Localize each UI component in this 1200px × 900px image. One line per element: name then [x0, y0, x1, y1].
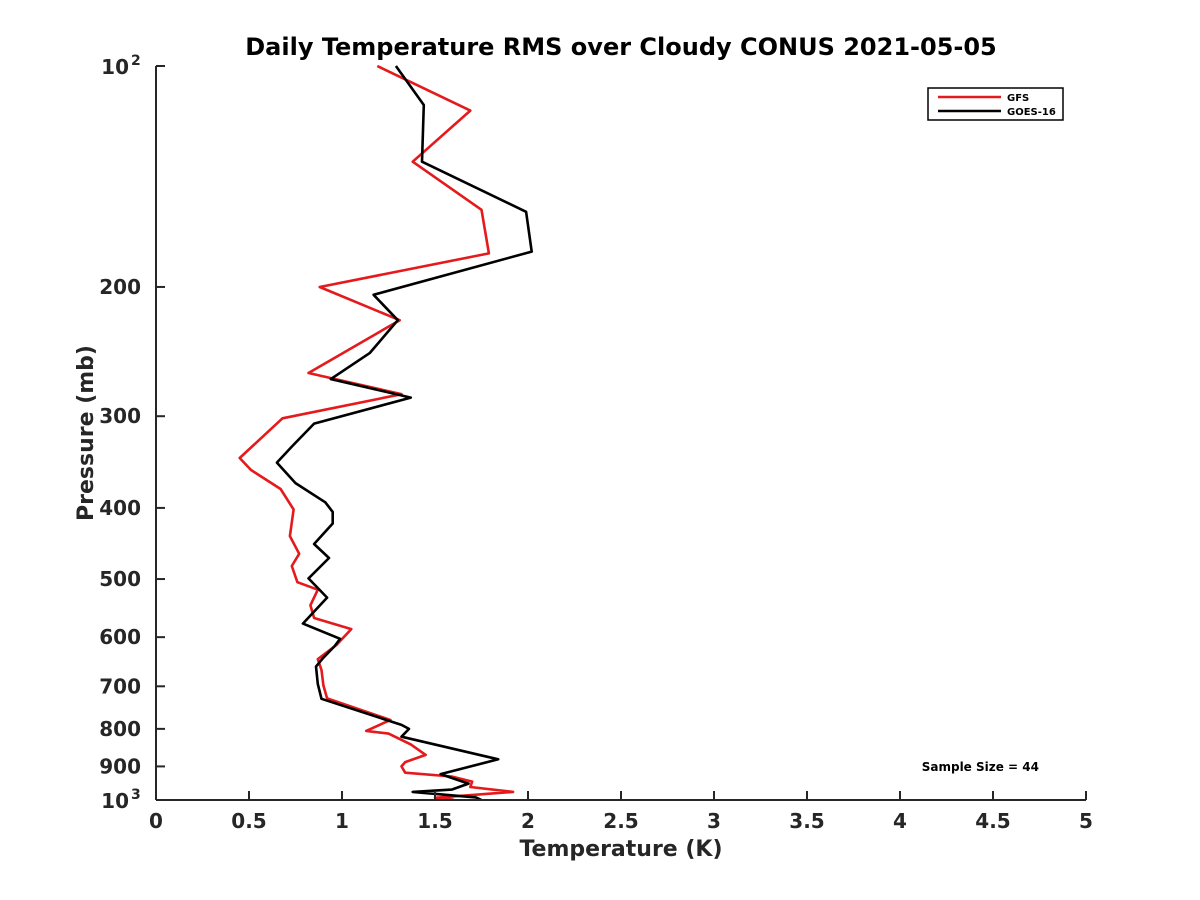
legend-box	[927, 87, 1064, 121]
y-tick-label: 400	[99, 496, 141, 520]
y-tick-label: 500	[99, 567, 141, 591]
y-tick-label: 700	[99, 674, 141, 698]
x-ticks: 0 0.5 1 1.5 2 2.5 3 3.5 4 4.5 5	[149, 791, 1093, 833]
x-axis-label: Temperature (K)	[519, 837, 722, 862]
legend: GFS GOES-16	[927, 87, 1064, 121]
y-tick-label: 900	[99, 754, 141, 778]
legend-label-goes-16: GOES-16	[1007, 107, 1056, 118]
x-tick-label: 3	[707, 809, 721, 833]
x-tick-label: 0.5	[231, 809, 266, 833]
y-tick-label-base: 10	[101, 55, 129, 79]
x-tick-label: 4.5	[975, 809, 1010, 833]
y-tick-label: 300	[99, 404, 141, 428]
y-tick-label: 800	[99, 717, 141, 741]
y-tick-label-exponent: 2	[131, 53, 141, 69]
y-tick-label: 200	[99, 275, 141, 299]
x-tick-label: 4	[893, 809, 907, 833]
x-tick-label: 2	[521, 809, 535, 833]
series-line-goes-16	[275, 65, 534, 802]
chart-title: Daily Temperature RMS over Cloudy CONUS …	[245, 33, 997, 61]
series-line-gfs	[238, 64, 515, 801]
y-tick-label: 10	[101, 55, 129, 79]
x-tick-label: 3.5	[789, 809, 824, 833]
plot-lines	[238, 64, 534, 802]
sample-size-annotation: Sample Size = 44	[922, 760, 1039, 774]
x-tick-label: 5	[1079, 809, 1093, 833]
legend-label-gfs: GFS	[1007, 93, 1029, 104]
x-tick-label: 1.5	[417, 809, 452, 833]
y-tick-label-base: 10	[101, 789, 129, 813]
y-tick-label: 600	[99, 625, 141, 649]
y-axis-label: Pressure (mb)	[74, 345, 99, 521]
x-tick-label: 1	[335, 809, 349, 833]
y-tick-label-exponent: 3	[131, 787, 141, 803]
y-tick-label: 10	[101, 789, 129, 813]
x-tick-label: 2.5	[603, 809, 638, 833]
x-tick-label: 0	[149, 809, 163, 833]
